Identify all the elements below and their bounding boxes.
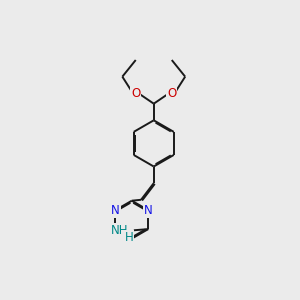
Text: O: O <box>131 87 140 100</box>
Text: NH: NH <box>111 224 129 237</box>
Text: N: N <box>111 204 120 217</box>
Text: O: O <box>167 87 176 100</box>
Text: N: N <box>144 204 153 217</box>
Text: H: H <box>124 231 133 244</box>
